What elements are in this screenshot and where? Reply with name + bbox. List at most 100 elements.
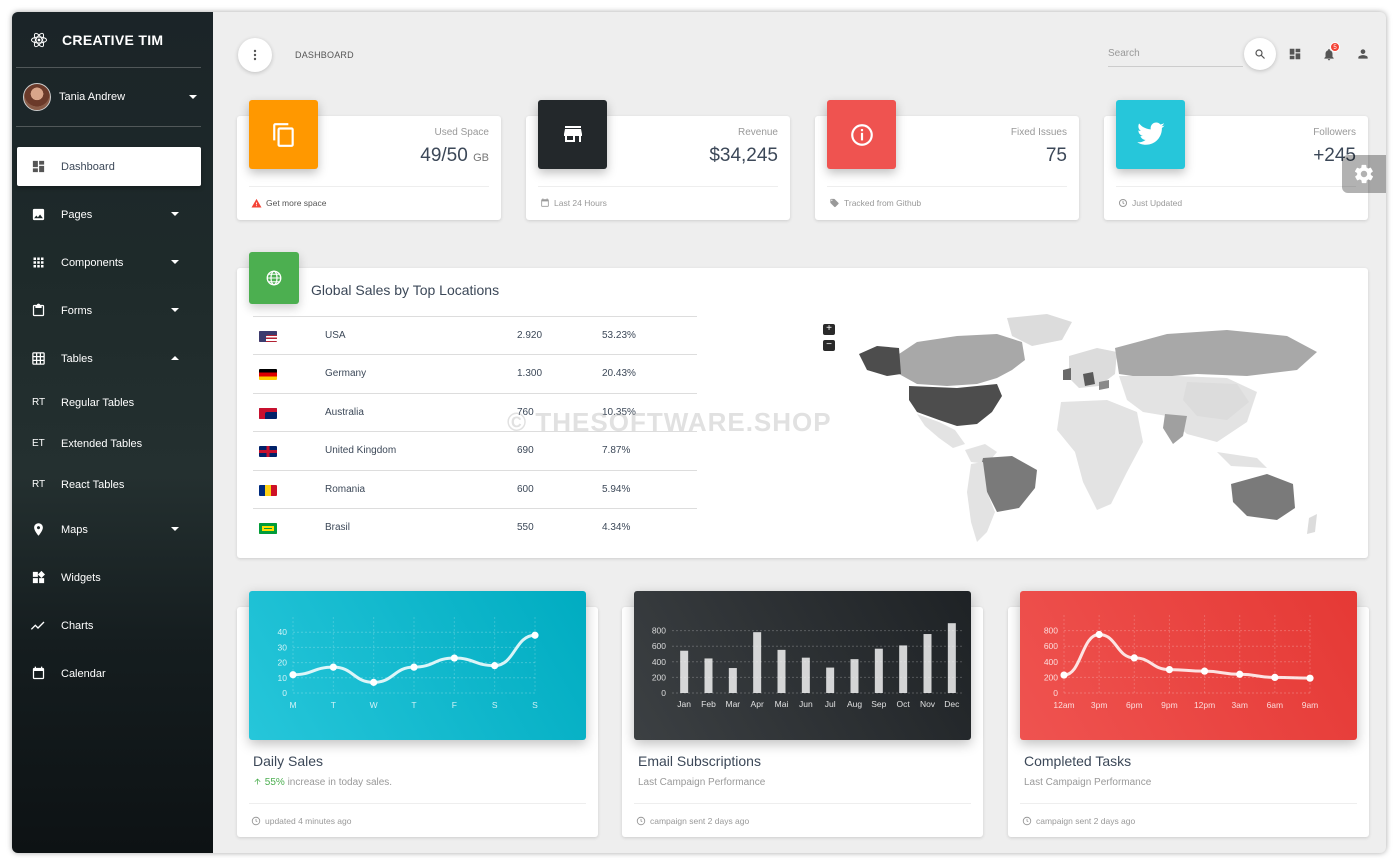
sidebar-item-pages[interactable]: Pages (17, 195, 201, 234)
top-navbar: DASHBOARD Search 5 (238, 38, 1368, 72)
stat-card-fixed-issues: Fixed Issues 75 Tracked from Github (815, 100, 1079, 220)
y-tick-label: 800 (652, 626, 666, 636)
country-name: Romania (325, 483, 366, 495)
chart-header: 0 10 20 30 40 M T W T F S S (249, 591, 586, 740)
world-map[interactable] (847, 312, 1327, 544)
sales-value: 550 (517, 521, 534, 533)
divider (1116, 186, 1356, 187)
sales-value: 2.920 (517, 330, 543, 341)
sidebar-item-components[interactable]: Components (17, 243, 201, 282)
globe-icon (266, 270, 282, 286)
sidebar-item-forms[interactable]: Forms (17, 291, 201, 330)
table-row: Romania 600 5.94% (253, 469, 697, 508)
stat-footer-text: Get more space (266, 198, 327, 208)
card-subtitle: Last Campaign Performance (1024, 777, 1152, 788)
sidebar-item-label: Components (61, 256, 124, 269)
table-row: Brasil 550 4.34% (253, 507, 697, 546)
y-tick-label: 0 (1053, 688, 1058, 698)
country-flag (259, 522, 277, 534)
x-tick-label: Mar (726, 699, 741, 709)
map-zoom-in-button[interactable]: + (823, 324, 835, 335)
stat-icon-box (1116, 100, 1185, 169)
sidebar-item-regular-tables[interactable]: RT Regular Tables (17, 383, 201, 422)
sales-value: 760 (517, 406, 534, 418)
map-mexico (917, 414, 965, 448)
stat-card-revenue: Revenue $34,245 Last 24 Hours (526, 100, 790, 220)
clock-icon (251, 816, 261, 826)
map-zoom-out-button[interactable]: − (823, 340, 835, 351)
map-europe (1069, 348, 1117, 388)
bar (850, 659, 859, 693)
bar (728, 668, 737, 693)
sales-value: 1.300 (517, 368, 543, 380)
divider (827, 186, 1067, 187)
card-footer-text: campaign sent 2 days ago (650, 816, 750, 826)
sidebar-item-extended-tables[interactable]: ET Extended Tables (17, 424, 201, 463)
x-tick-label: T (411, 700, 416, 710)
dashboard-icon[interactable] (1288, 47, 1302, 61)
global-sales-card: Global Sales by Top Locations USA 2.920 53… (237, 252, 1368, 558)
y-tick-label: 30 (278, 642, 288, 652)
country-flag (259, 484, 277, 496)
divider (538, 186, 778, 187)
sidebar-item-label: Dashboard (61, 160, 115, 173)
stat-label: Revenue (737, 127, 778, 138)
card-title: Global Sales by Top Locations (311, 282, 500, 298)
app-window: CREATIVE TIM Tania Andrew Dashboard Page… (12, 12, 1386, 853)
sidebar-item-tables[interactable]: Tables (17, 339, 201, 378)
x-tick-label: Oct (897, 699, 911, 709)
brand[interactable]: CREATIVE TIM (12, 12, 213, 68)
chevron-up-icon (171, 356, 179, 360)
clipboard-icon (30, 303, 46, 319)
bar (753, 632, 762, 693)
sidebar-item-charts[interactable]: Charts (17, 606, 201, 645)
person-icon[interactable] (1356, 47, 1370, 61)
card-subtitle: Last Campaign Performance (638, 777, 766, 788)
sidebar-item-dashboard[interactable]: Dashboard (17, 147, 201, 186)
search-input[interactable]: Search (1108, 44, 1243, 67)
sales-percent: 20.43% (602, 368, 636, 380)
data-point (1306, 674, 1314, 682)
sidebar-item-label: Widgets (61, 571, 101, 584)
data-point (410, 663, 418, 671)
notifications-icon[interactable] (1322, 47, 1336, 62)
bar (680, 650, 689, 693)
y-tick-label: 40 (278, 627, 288, 637)
stat-value: 49/50 GB (420, 145, 489, 167)
country-flag (259, 369, 277, 381)
x-tick-label: 12pm (1194, 700, 1215, 710)
sales-percent: 53.23% (602, 330, 636, 341)
stat-icon-box (827, 100, 896, 169)
sidebar-item-label: Maps (61, 523, 88, 536)
card-subtitle-text: increase in today sales. (284, 777, 393, 788)
sidebar-item-maps[interactable]: Maps (17, 510, 201, 549)
data-point (491, 662, 499, 670)
x-tick-label: 3pm (1091, 700, 1108, 710)
email-subscriptions-card: 0 200 400 600 800 Jan Feb Mar Apr Mai Jun Jul Aug Sep… (622, 591, 983, 837)
x-tick-label: Apr (751, 699, 764, 709)
country-name: Germany (325, 368, 367, 380)
bar (826, 667, 835, 693)
card-footer: campaign sent 2 days ago (1022, 816, 1135, 826)
stat-footer[interactable]: Get more space (251, 198, 326, 208)
sales-percent: 7.87% (602, 445, 631, 457)
sidebar-item-calendar[interactable]: Calendar (17, 654, 201, 693)
sidebar-item-label: Forms (61, 304, 93, 317)
card-title: Email Subscriptions (638, 753, 761, 769)
location-pin-icon (30, 522, 46, 538)
y-tick-label: 600 (1044, 641, 1058, 651)
settings-button[interactable] (1342, 155, 1386, 193)
search-button[interactable] (1244, 38, 1276, 70)
sales-percent: 5.94% (602, 483, 631, 495)
country-name: USA (325, 330, 346, 341)
sidebar-item-widgets[interactable]: Widgets (17, 558, 201, 597)
sidebar-item-mini: RT (32, 479, 46, 490)
stat-label: Fixed Issues (1010, 127, 1067, 138)
x-tick-label: S (532, 700, 538, 710)
sidebar-item-react-tables[interactable]: RT React Tables (17, 465, 201, 504)
user-menu[interactable]: Tania Andrew (23, 82, 203, 112)
sidebar-toggle-button[interactable] (238, 38, 272, 72)
watermark: © THESOFTWARE.SHOP (507, 407, 832, 437)
x-tick-label: 6pm (1126, 700, 1143, 710)
x-tick-label: Sep (871, 699, 886, 709)
